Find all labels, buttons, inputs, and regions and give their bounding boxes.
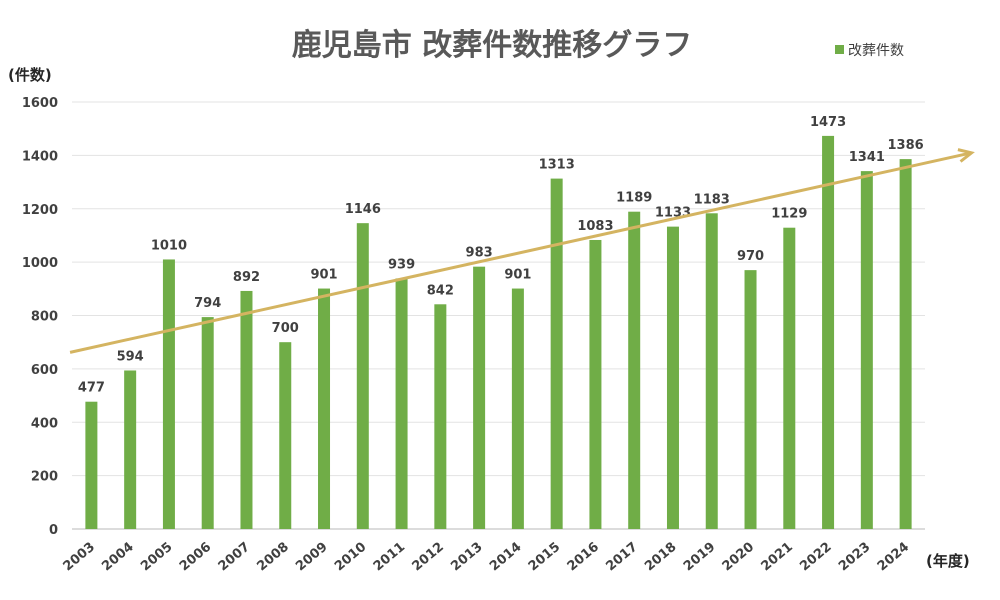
bar-2021	[783, 227, 796, 529]
legend-swatch	[835, 45, 844, 54]
bar-2024	[899, 159, 912, 529]
x-tick-label: 2011	[371, 540, 408, 575]
data-label: 1129	[771, 207, 807, 222]
y-tick-label: 1600	[22, 96, 58, 111]
x-tick-label: 2010	[332, 540, 369, 575]
x-tick-label: 2005	[138, 540, 175, 575]
bar-2013	[473, 266, 486, 529]
x-tick-label: 2007	[216, 540, 253, 575]
y-tick-label: 1200	[22, 203, 58, 218]
data-label: 901	[310, 268, 337, 283]
data-label: 892	[233, 270, 260, 285]
bar-2004	[124, 370, 137, 529]
x-tick-label: 2021	[759, 540, 796, 575]
bar-2010	[356, 223, 369, 529]
data-label: 477	[78, 381, 105, 396]
trendline-arrowhead	[957, 148, 975, 163]
x-tick-label: 2009	[293, 540, 330, 575]
x-tick-label: 2012	[410, 540, 447, 575]
data-label: 983	[466, 246, 493, 261]
y-tick-label: 200	[31, 470, 58, 485]
bar-2016	[589, 239, 602, 530]
data-label: 1146	[345, 202, 381, 217]
bar-2007	[240, 290, 253, 529]
bar-2003	[85, 401, 98, 529]
bar-2019	[705, 213, 718, 530]
data-label: 1010	[151, 238, 187, 253]
bar-2008	[279, 342, 292, 529]
legend-label: 改葬件数	[848, 43, 904, 59]
bar-2020	[744, 270, 757, 529]
bar-2011	[395, 278, 408, 529]
data-label: 700	[272, 321, 299, 336]
x-tick-label: 2015	[526, 540, 563, 575]
y-tick-label: 1400	[22, 149, 58, 164]
bar-2023	[860, 171, 873, 530]
x-tick-label: 2014	[487, 540, 524, 575]
x-tick-label: 2017	[603, 540, 640, 575]
x-tick-label: 2008	[254, 540, 291, 575]
chart-title: 鹿児島市 改葬件数推移グラフ	[292, 28, 692, 63]
data-label: 901	[504, 268, 531, 283]
x-tick-label: 2022	[797, 540, 834, 575]
x-tick-label: 2024	[875, 540, 912, 575]
bar-2017	[628, 211, 641, 530]
x-tick-label: 2023	[836, 540, 873, 575]
data-label: 594	[117, 349, 144, 364]
data-label: 842	[427, 283, 454, 298]
data-label: 794	[194, 296, 221, 311]
bar-2012	[434, 304, 447, 529]
x-tick-label: 2004	[99, 540, 136, 575]
x-tick-label: 2016	[565, 540, 602, 575]
x-tick-label: 2018	[642, 540, 679, 575]
x-tick-label: 2006	[177, 540, 214, 575]
bar-2006	[201, 317, 214, 529]
bar-2009	[318, 288, 331, 529]
x-axis-label: (年度)	[926, 552, 970, 570]
y-tick-label: 400	[31, 416, 58, 431]
bar-2005	[162, 259, 175, 529]
y-tick-label: 600	[31, 363, 58, 378]
y-tick-label: 1000	[22, 256, 58, 271]
data-label: 1341	[849, 150, 885, 165]
bar-2022	[822, 135, 835, 529]
data-label: 939	[388, 257, 415, 272]
data-label: 1313	[539, 158, 575, 173]
y-axis-label: (件数)	[8, 66, 52, 84]
data-label: 1189	[616, 191, 652, 206]
x-tick-label: 2013	[448, 540, 485, 575]
data-label: 970	[737, 249, 764, 264]
data-label: 1473	[810, 115, 846, 130]
data-label: 1083	[577, 219, 613, 234]
y-tick-label: 800	[31, 310, 58, 325]
bar-2018	[666, 226, 679, 530]
data-label: 1386	[888, 138, 924, 153]
data-label: 1183	[694, 192, 730, 207]
x-tick-label: 2020	[720, 540, 757, 575]
trendline	[69, 151, 972, 354]
bar-2015	[550, 178, 563, 529]
y-tick-label: 0	[49, 523, 58, 538]
x-tick-label: 2003	[61, 540, 98, 575]
bar-2014	[511, 288, 524, 529]
x-tick-label: 2019	[681, 540, 718, 575]
legend: 改葬件数	[835, 43, 904, 59]
